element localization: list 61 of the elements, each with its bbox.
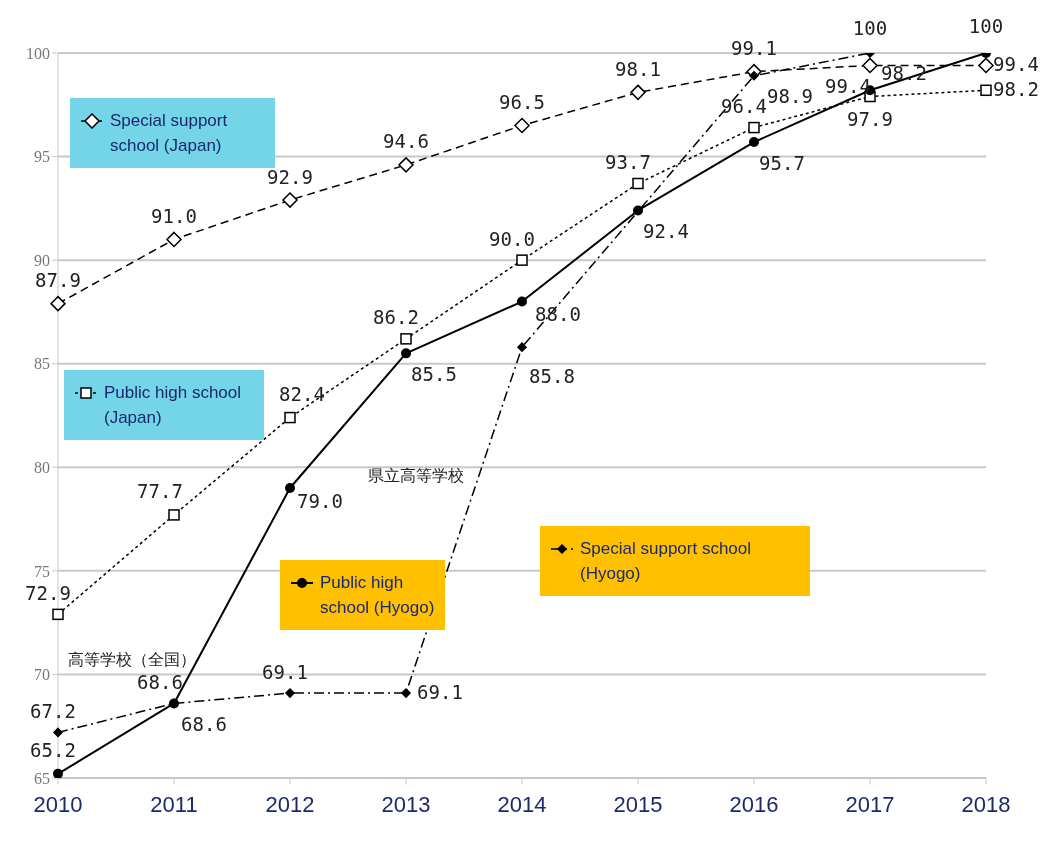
y-tick-label: 65 (34, 769, 50, 787)
x-tick-label: 2015 (613, 791, 663, 817)
text-box: Special support school (Japan) (70, 98, 275, 168)
data-label: 100 (968, 14, 1004, 37)
data-label: 100 (852, 16, 888, 39)
text-box: Public high school (Japan) (64, 370, 264, 440)
x-tick-label: 2011 (150, 791, 198, 817)
x-tick-label: 2017 (845, 791, 895, 817)
x-tick-label: 2013 (381, 791, 431, 817)
data-label: 90.0 (489, 227, 535, 250)
data-label: 91.0 (151, 204, 197, 227)
data-label: 67.2 (30, 699, 76, 722)
data-label: 79.0 (297, 489, 343, 512)
legend-label: Public high school (Hyogo) (320, 572, 435, 619)
data-label: 99.4 (825, 74, 871, 97)
legend-label: Special support school (Hyogo) (580, 538, 753, 585)
annotation: 高等学校（全国） (68, 650, 196, 671)
data-label: 93.7 (605, 151, 651, 173)
y-tick-label: 85 (34, 355, 50, 373)
data-label: 92.4 (643, 219, 689, 242)
x-tick-label: 2014 (497, 791, 547, 817)
annotation: 県立高等学校 (368, 466, 464, 487)
data-label: 68.6 (137, 670, 183, 693)
data-label: 77.7 (137, 480, 183, 503)
data-label: 85.8 (529, 364, 575, 387)
data-label: 69.1 (417, 680, 463, 703)
data-label: 72.9 (25, 581, 71, 604)
data-label: 86.2 (373, 306, 419, 329)
data-label: 99.4 (993, 52, 1039, 75)
x-tick-label: 2012 (265, 791, 315, 817)
data-label: 95.7 (759, 151, 805, 174)
data-label: 69.1 (262, 660, 308, 683)
y-tick-label: 80 (34, 458, 50, 476)
legend-label: Public high school (Japan) (104, 382, 243, 429)
data-label: 96.4 (721, 95, 767, 118)
data-label: 97.9 (847, 108, 893, 130)
text-box: Special support school (Hyogo) (540, 526, 810, 596)
data-label: 98.2 (881, 61, 927, 84)
data-label: 98.9 (767, 85, 813, 108)
x-tick-label: 2016 (729, 791, 779, 817)
text-box: Public high school (Hyogo) (280, 560, 445, 630)
data-label: 99.1 (731, 37, 777, 60)
y-tick-label: 75 (34, 562, 50, 580)
data-label: 98.1 (615, 57, 661, 80)
y-tick-label: 70 (34, 666, 50, 684)
legend-label: Special support school (Japan) (110, 110, 229, 157)
data-label: 98.2 (993, 77, 1039, 100)
x-tick-label: 2010 (33, 791, 83, 817)
y-tick-label: 100 (26, 44, 50, 62)
data-label: 65.2 (30, 739, 76, 762)
data-label: 68.6 (181, 712, 227, 735)
x-tick-label: 2018 (961, 791, 1011, 817)
data-label: 94.6 (383, 130, 429, 153)
y-tick-label: 95 (34, 148, 50, 166)
data-label: 96.5 (499, 91, 545, 113)
data-label: 88.0 (535, 303, 581, 326)
y-tick-label: 90 (34, 251, 50, 269)
data-label: 85.5 (411, 362, 457, 385)
data-label: 82.4 (279, 383, 325, 406)
data-label: 92.9 (267, 165, 313, 188)
data-label: 87.9 (35, 269, 81, 292)
